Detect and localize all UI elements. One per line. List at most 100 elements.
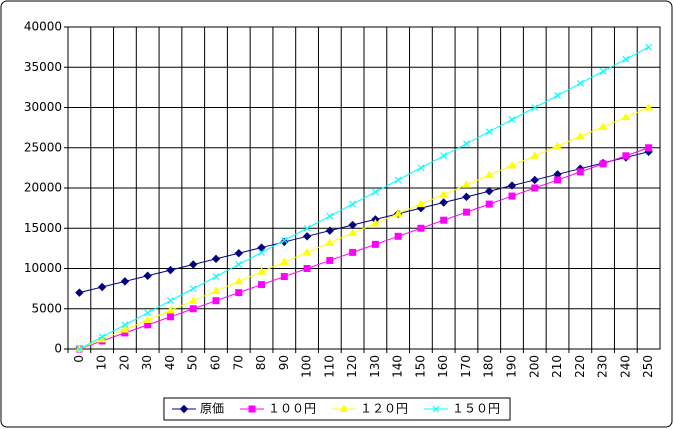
marker [462,180,471,188]
legend-label: １５０円 [452,402,500,416]
marker-stroke [576,79,584,87]
legend-label: １２０円 [360,402,408,416]
marker [507,160,517,169]
marker-stroke [280,236,288,244]
marker [279,257,289,266]
marker [508,192,516,200]
marker [325,238,335,246]
series-line [79,107,649,350]
marker-stroke [75,345,83,353]
marker [75,345,83,353]
marker [394,176,402,184]
marker [349,200,357,208]
x-tick-label: 120 [345,355,359,378]
marker [531,104,539,111]
marker [235,261,243,268]
marker [440,152,448,160]
y-tick-label: 40000 [24,20,62,34]
x-tick-label: 140 [391,355,405,378]
x-tick-label: 200 [527,355,541,378]
legend: 原価 １００円 １２０円 １５０円 [163,397,511,421]
marker-stroke [121,321,129,329]
marker [303,224,311,232]
y-tick-label: 35000 [24,60,62,74]
y-tick-label: 0 [54,342,62,356]
y-tick-label: 10000 [24,261,62,275]
marker [417,224,425,232]
marker [598,122,608,130]
marker [439,198,448,207]
marker-stroke [554,92,561,99]
marker [75,288,84,297]
marker [645,43,653,51]
marker [280,236,288,244]
x-tick-label: 100 [300,355,314,378]
x-tick-label: 10 [95,355,109,370]
marker [371,240,379,248]
marker [143,271,152,280]
marker-stroke [440,152,448,160]
marker [166,265,175,275]
x-tick-label: 240 [618,355,632,378]
marker [554,176,562,184]
marker [235,289,243,297]
marker [440,216,448,224]
marker-stroke [98,333,106,341]
marker-stroke [432,405,440,413]
marker [234,276,244,285]
marker [462,192,471,202]
marker [644,103,653,111]
marker [599,67,607,75]
marker [189,285,197,293]
marker [393,209,403,217]
marker [144,309,152,317]
marker [326,212,334,220]
x-tick-label: 70 [231,355,245,370]
marker [599,160,607,168]
marker [416,199,426,208]
marker [484,170,494,179]
marker [120,277,130,286]
marker [303,265,311,272]
marker-stroke [463,140,470,148]
x-tick-label: 20 [117,355,131,370]
marker [280,237,289,247]
marker [645,144,653,152]
marker [121,321,129,329]
marker-stroke [485,128,493,136]
marker-stroke [645,43,653,51]
marker [485,128,493,136]
marker [554,92,561,99]
marker-stroke [326,212,334,220]
x-tick-label: 220 [573,355,587,378]
x-tick-label: 210 [550,355,564,378]
marker [211,286,221,295]
marker [507,181,517,190]
marker-stroke [303,224,311,232]
y-tick-label: 15000 [24,221,62,235]
marker-stroke [189,285,197,293]
marker [97,282,107,292]
marker [485,200,493,208]
marker [257,243,266,252]
marker [348,220,357,230]
marker [143,315,153,324]
x-tick-label: 50 [186,355,200,370]
x-tick-label: 80 [254,355,268,370]
marker [439,189,449,198]
marker-stroke [212,273,220,280]
x-tick-label: 0 [72,355,86,363]
marker [485,187,494,196]
marker [280,273,288,281]
marker [234,248,243,258]
marker-stroke [531,104,539,111]
marker [371,188,379,196]
marker [576,168,584,176]
x-tick-label: 180 [482,355,496,378]
marker [553,141,562,150]
marker [189,260,198,269]
marker [258,248,265,256]
marker-stroke [599,67,607,75]
marker-stroke [394,176,402,184]
marker [417,164,425,172]
